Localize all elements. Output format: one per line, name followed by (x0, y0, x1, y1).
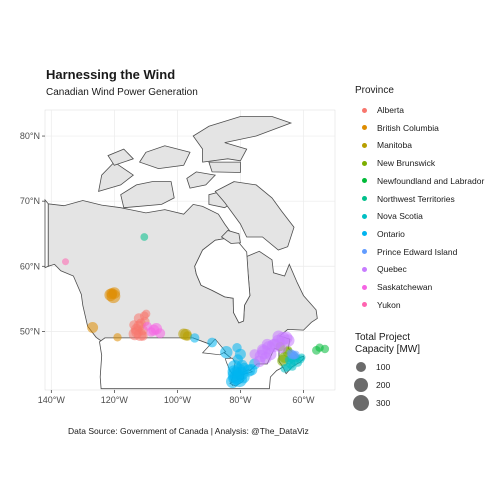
wind-project-point (207, 337, 218, 348)
legend-item: Alberta (362, 105, 404, 115)
wind-project-point (142, 309, 151, 318)
chart-subtitle: Canadian Wind Power Generation (46, 87, 198, 98)
x-tick-label: 60°W (292, 395, 315, 405)
arctic-island (192, 116, 293, 163)
wind-project-point (280, 364, 289, 373)
wind-project-point (190, 333, 200, 343)
size-legend-dot (355, 361, 367, 373)
legend-item: Newfoundland and Labrador (362, 176, 484, 186)
x-tick-label: 80°W (229, 395, 252, 405)
wind-project-point (113, 333, 122, 342)
chart-caption: Data Source: Government of Canada | Anal… (68, 426, 309, 436)
color-legend-title: Province (355, 85, 394, 96)
arctic-island (186, 171, 217, 189)
arctic-island (107, 148, 135, 166)
wind-project-point (138, 331, 148, 341)
legend-swatch (362, 160, 367, 166)
legend-swatch (362, 284, 367, 290)
wind-project-point (87, 322, 99, 333)
wind-project-point (182, 331, 193, 341)
legend-item: Northwest Territories (362, 194, 455, 204)
legend-label: Quebec (377, 264, 407, 275)
wind-project-point (282, 334, 295, 347)
arctic-island (220, 230, 241, 244)
legend-swatch (362, 266, 367, 272)
legend-swatch (362, 142, 367, 148)
legend-item: Ontario (362, 229, 405, 239)
x-tick-label: 100°W (164, 395, 192, 405)
size-legend-item: 100 (352, 360, 390, 374)
size-legend-item: 300 (352, 395, 391, 411)
size-legend-item: 200 (352, 378, 390, 392)
legend-label: New Brunswick (377, 158, 436, 169)
wind-project-point (232, 354, 243, 365)
legend-swatch (362, 125, 367, 131)
legend-label: Saskatchewan (377, 282, 433, 292)
legend-item: Manitoba (362, 140, 412, 150)
legend-item: Nova Scotia (362, 211, 423, 221)
size-legend-title-line-1: Total Project (355, 332, 411, 343)
legend-swatch (362, 302, 367, 308)
legend-item: Yukon (362, 300, 401, 310)
arctic-island (98, 161, 134, 192)
legend-swatch (362, 178, 367, 184)
size-legend-label: 100 (376, 362, 391, 372)
x-tick-label: 120°W (101, 395, 129, 405)
arctic-island (208, 161, 241, 173)
size-legend-dot (354, 378, 368, 392)
arctic-island (120, 181, 175, 209)
wind-project-point (276, 343, 287, 354)
legend-label: Manitoba (377, 140, 412, 151)
wind-project-point (143, 321, 152, 331)
size-legend-label: 300 (376, 398, 391, 408)
wind-project-point (227, 365, 241, 379)
y-tick-label: 70°N (20, 196, 40, 206)
alaska-landmass (44, 198, 49, 269)
y-tick-label: 60°N (20, 261, 40, 271)
wind-project-point (315, 343, 324, 352)
wind-project-point (220, 346, 233, 359)
wind-project-point (108, 287, 121, 299)
legend-item: British Columbia (362, 123, 439, 133)
x-tick-label: 140°W (38, 395, 66, 405)
legend-item: Saskatchewan (362, 282, 432, 292)
legend-label: British Columbia (377, 122, 439, 133)
legend-label: Alberta (377, 105, 404, 115)
legend-label: Ontario (377, 228, 405, 239)
legend-swatch (362, 213, 367, 219)
legend-label: Nova Scotia (377, 211, 423, 222)
legend-swatch (362, 107, 367, 113)
wind-project-point (257, 344, 268, 356)
legend-item: New Brunswick (362, 158, 435, 168)
wind-project-point (259, 352, 272, 364)
legend-label: Newfoundland and Labrador (377, 175, 485, 186)
y-tick-label: 50°N (20, 326, 40, 336)
size-legend-label: 200 (376, 380, 391, 390)
chart-title: Harnessing the Wind (46, 67, 176, 82)
legend-label: Prince Edward Island (377, 246, 458, 257)
arctic-island (214, 181, 295, 251)
legend-item: Prince Edward Island (362, 247, 457, 257)
legend-label: Yukon (377, 299, 401, 310)
wind-project-point (291, 350, 300, 359)
legend-swatch (362, 231, 367, 237)
wind-project-point (288, 362, 297, 371)
size-legend-title-line-2: Capacity [MW] (355, 344, 421, 355)
legend-item: Quebec (362, 264, 407, 274)
arctic-island (138, 145, 191, 170)
wind-project-point (140, 233, 149, 241)
legend-swatch (362, 196, 367, 201)
size-legend-dot (353, 395, 369, 411)
wind-project-point (249, 349, 260, 360)
wind-project-point (62, 258, 69, 266)
y-tick-label: 80°N (20, 131, 40, 141)
wind-project-point (155, 328, 166, 339)
size-legend-title: Total Project Capacity [MW] (355, 332, 420, 356)
wind-project-point (232, 343, 242, 353)
legend-label: Northwest Territories (377, 193, 455, 204)
legend-swatch (362, 249, 367, 255)
